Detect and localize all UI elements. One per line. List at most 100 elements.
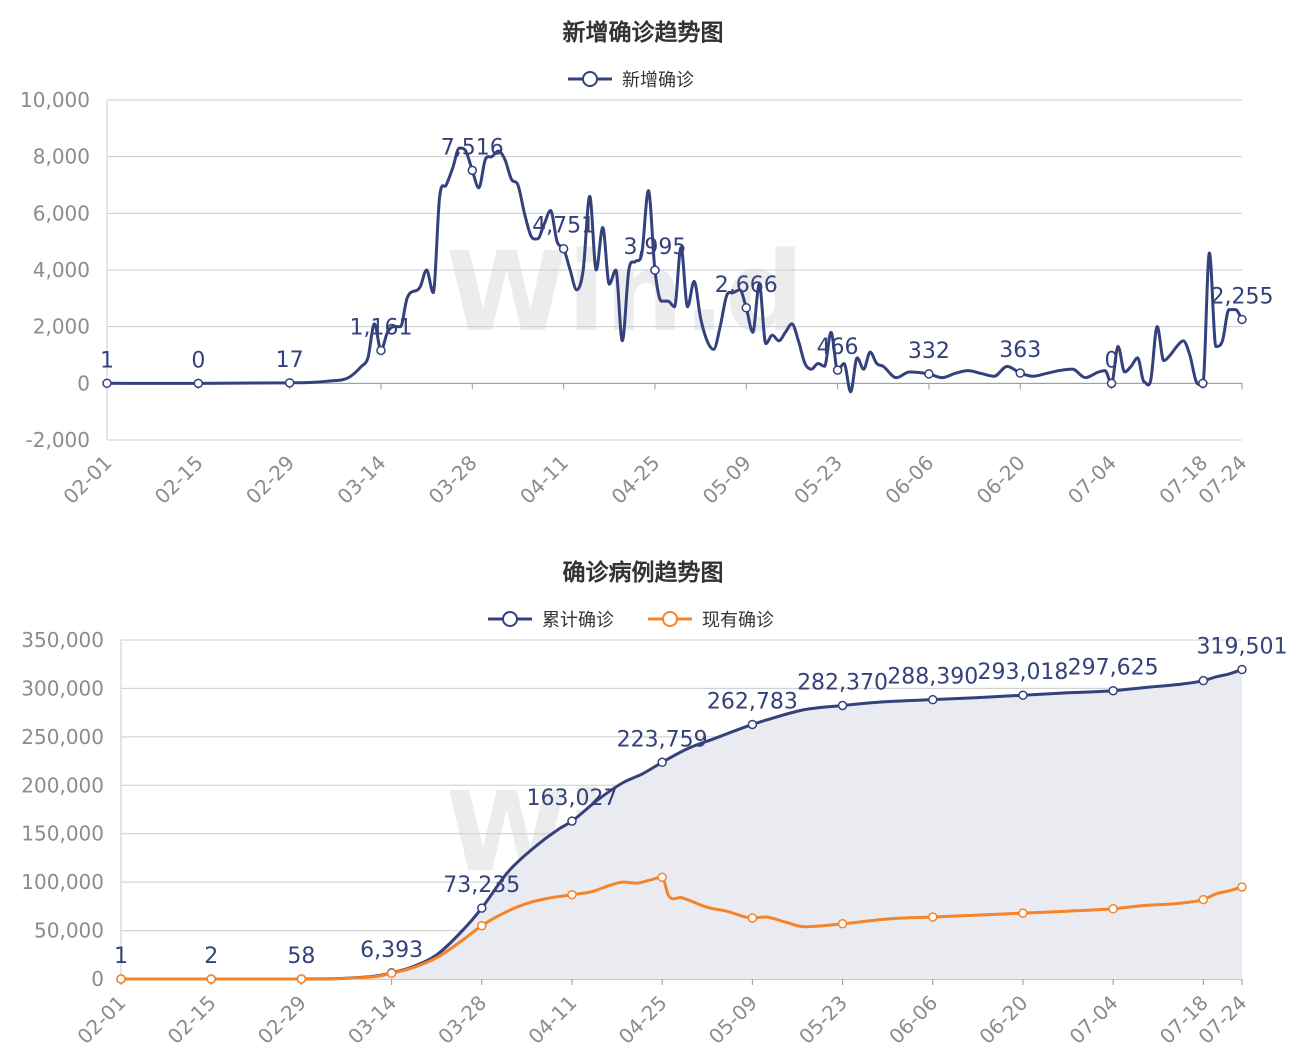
data-label: 1 — [114, 944, 128, 969]
y-tick-label: 350,000 — [21, 628, 104, 652]
data-point[interactable] — [1237, 314, 1247, 325]
x-tick-label: 02-15 — [150, 451, 208, 509]
x-tick-label: 04-11 — [523, 991, 581, 1049]
data-label: 0 — [1105, 348, 1119, 373]
x-tick-label: 05-23 — [789, 451, 847, 509]
data-point[interactable] — [116, 974, 126, 984]
x-tick-label: 04-25 — [606, 451, 664, 509]
data-point[interactable] — [1198, 894, 1209, 905]
data-label: 17 — [276, 348, 304, 373]
data-point[interactable] — [741, 303, 752, 313]
data-point[interactable] — [1108, 685, 1118, 696]
data-point[interactable] — [477, 920, 487, 931]
data-label: 262,783 — [707, 689, 798, 714]
legend[interactable]: 累计确诊 现有确诊 — [488, 610, 774, 631]
x-tick-label: 05-09 — [698, 451, 756, 509]
data-label: 2 — [204, 944, 218, 969]
legend-marker-icon — [662, 611, 678, 627]
y-tick-label: 250,000 — [21, 725, 104, 749]
data-point[interactable] — [102, 378, 112, 389]
x-tick-label: 07-04 — [1065, 991, 1123, 1049]
x-tick-label: 02-15 — [163, 991, 221, 1049]
y-tick-label: 300,000 — [21, 676, 104, 700]
data-label: 223,759 — [617, 727, 708, 752]
data-point[interactable] — [1237, 882, 1247, 892]
y-tick-label: 50,000 — [34, 919, 104, 943]
y-tick-label: 6,000 — [33, 201, 90, 225]
data-point[interactable] — [1015, 368, 1025, 378]
data-point[interactable] — [837, 919, 848, 929]
x-tick-label: 03-14 — [332, 451, 390, 509]
data-label: 4,751 — [532, 214, 595, 239]
data-point[interactable] — [924, 369, 934, 379]
y-tick-label: 4,000 — [33, 258, 90, 282]
data-label: 466 — [817, 335, 859, 360]
x-tick-label: 02-01 — [58, 451, 116, 509]
y-tick-label: 100,000 — [21, 870, 104, 894]
data-label: 2,255 — [1211, 284, 1274, 309]
y-tick-label: 8,000 — [33, 145, 90, 169]
data-point[interactable] — [376, 345, 386, 356]
x-tick-label: 04-25 — [614, 991, 672, 1049]
data-point[interactable] — [386, 968, 397, 978]
x-tick-label: 06-06 — [884, 991, 942, 1049]
y-tick-label: -2,000 — [26, 428, 90, 452]
data-point[interactable] — [657, 872, 667, 883]
confirmed-cases-chart: Win.d确诊病例趋势图 050,000100,000150,000200,00… — [21, 559, 1287, 1049]
x-tick-label: 02-01 — [72, 991, 130, 1049]
legend-item-current[interactable]: 现有确诊 — [648, 610, 774, 631]
legend[interactable]: 新增确诊 — [568, 70, 694, 91]
data-point[interactable] — [1198, 378, 1208, 389]
data-point[interactable] — [747, 913, 758, 923]
data-point[interactable] — [1237, 664, 1247, 675]
data-point[interactable] — [1108, 904, 1118, 914]
series-line — [119, 875, 1244, 981]
data-point[interactable] — [1106, 378, 1117, 389]
y-tick-label: 0 — [91, 967, 104, 991]
legend-item-cumulative[interactable]: 累计确诊 — [488, 610, 614, 631]
x-tick-label: 05-23 — [794, 991, 852, 1049]
data-point[interactable] — [467, 165, 478, 176]
y-tick-label: 0 — [77, 371, 90, 395]
x-tick-label: 03-28 — [433, 991, 491, 1049]
data-label: 7,516 — [441, 135, 504, 160]
data-label: 1 — [100, 348, 114, 373]
x-tick-label: 03-28 — [424, 451, 482, 509]
data-label: 1,161 — [349, 315, 412, 340]
x-tick-label: 03-14 — [343, 991, 401, 1049]
legend-marker-icon — [582, 71, 598, 87]
data-point[interactable] — [296, 974, 307, 984]
data-point[interactable] — [477, 903, 487, 913]
data-point[interactable] — [928, 694, 938, 705]
x-tick-label: 06-06 — [880, 451, 938, 509]
data-point[interactable] — [206, 974, 216, 984]
data-label: 2,666 — [715, 273, 778, 298]
data-point[interactable] — [1198, 675, 1209, 686]
legend-label: 现有确诊 — [702, 610, 774, 631]
data-point[interactable] — [928, 912, 938, 922]
data-point[interactable] — [193, 378, 204, 389]
data-label: 332 — [908, 339, 950, 364]
data-point[interactable] — [650, 265, 660, 275]
y-gridlines — [107, 99, 1242, 441]
legend-item-new[interactable]: 新增确诊 — [568, 70, 694, 91]
y-tick-label: 2,000 — [33, 315, 90, 339]
data-point[interactable] — [747, 719, 758, 730]
data-point[interactable] — [837, 700, 848, 711]
data-point[interactable] — [558, 243, 569, 254]
data-label: 319,501 — [1197, 635, 1288, 660]
data-point[interactable] — [284, 378, 295, 388]
data-point[interactable] — [567, 816, 577, 826]
data-point[interactable] — [567, 889, 577, 900]
y-tick-label: 10,000 — [20, 88, 90, 112]
data-label: 363 — [999, 338, 1041, 363]
data-point[interactable] — [832, 365, 843, 375]
data-label: 293,018 — [977, 660, 1068, 685]
data-point[interactable] — [1018, 908, 1028, 918]
data-label: 288,390 — [887, 665, 978, 690]
data-point[interactable] — [1018, 690, 1028, 700]
data-point[interactable] — [657, 757, 667, 768]
y-tick-label: 150,000 — [21, 822, 104, 846]
data-label: 3,995 — [623, 235, 686, 260]
legend-marker-icon — [502, 611, 518, 627]
